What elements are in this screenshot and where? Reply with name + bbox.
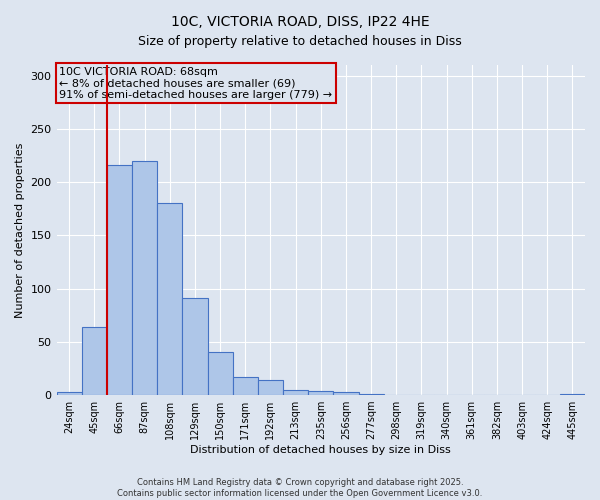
Bar — [182, 298, 208, 395]
Bar — [157, 204, 182, 395]
Bar — [82, 327, 107, 395]
Text: Size of property relative to detached houses in Diss: Size of property relative to detached ho… — [138, 35, 462, 48]
Bar — [334, 392, 359, 395]
Bar — [208, 352, 233, 395]
Bar — [233, 377, 258, 395]
Text: 10C VICTORIA ROAD: 68sqm
← 8% of detached houses are smaller (69)
91% of semi-de: 10C VICTORIA ROAD: 68sqm ← 8% of detache… — [59, 66, 332, 100]
X-axis label: Distribution of detached houses by size in Diss: Distribution of detached houses by size … — [190, 445, 451, 455]
Bar — [132, 161, 157, 395]
Bar — [308, 391, 334, 395]
Bar — [359, 394, 383, 395]
Text: 10C, VICTORIA ROAD, DISS, IP22 4HE: 10C, VICTORIA ROAD, DISS, IP22 4HE — [170, 15, 430, 29]
Bar — [56, 392, 82, 395]
Text: Contains HM Land Registry data © Crown copyright and database right 2025.
Contai: Contains HM Land Registry data © Crown c… — [118, 478, 482, 498]
Bar — [258, 380, 283, 395]
Y-axis label: Number of detached properties: Number of detached properties — [15, 142, 25, 318]
Bar — [560, 394, 585, 395]
Bar — [283, 390, 308, 395]
Bar — [107, 165, 132, 395]
